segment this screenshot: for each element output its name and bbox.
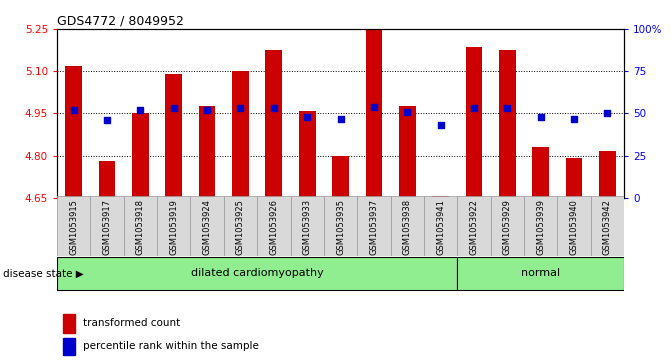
Bar [432,196,449,198]
Bar [166,74,182,198]
Point [268,106,279,111]
Text: GSM1053938: GSM1053938 [403,199,412,255]
Text: GSM1053929: GSM1053929 [503,199,512,255]
Bar [457,196,491,256]
Bar [366,30,382,198]
Bar [357,196,391,256]
Bar [324,196,357,256]
Text: GSM1053937: GSM1053937 [369,199,378,255]
Text: GSM1053922: GSM1053922 [470,199,478,255]
Bar [291,196,324,256]
Bar [558,196,590,256]
Bar [232,71,249,198]
Point [235,106,246,111]
Bar [524,196,558,256]
Bar [266,50,282,198]
Text: normal: normal [521,268,560,278]
Bar [62,338,75,355]
Point [468,106,479,111]
Point [302,114,313,120]
Text: GSM1053933: GSM1053933 [303,199,312,255]
Point [336,115,346,121]
Bar [491,196,524,256]
Point [202,107,213,113]
Point [502,106,513,111]
Bar [299,111,315,198]
Bar [532,147,549,198]
Text: GSM1053939: GSM1053939 [536,199,545,255]
Bar [191,196,224,256]
Bar [123,196,157,256]
Text: GSM1053942: GSM1053942 [603,199,612,255]
Point [602,111,613,117]
Bar [391,196,424,256]
Point [168,106,179,111]
Text: GSM1053915: GSM1053915 [69,199,79,255]
Text: GSM1053925: GSM1053925 [236,199,245,255]
Bar [157,196,191,256]
Point [102,117,113,123]
Text: GDS4772 / 8049952: GDS4772 / 8049952 [57,15,184,28]
Bar [332,156,349,198]
Point [535,114,546,120]
Text: GSM1053935: GSM1053935 [336,199,345,255]
Bar [257,196,291,256]
Text: GSM1053917: GSM1053917 [103,199,111,255]
Bar [499,50,515,198]
Text: GSM1053919: GSM1053919 [169,199,178,255]
Point [435,122,446,128]
Bar [199,106,215,198]
Bar [466,47,482,198]
Text: transformed count: transformed count [83,318,180,328]
Text: dilated cardiomyopathy: dilated cardiomyopathy [191,268,323,278]
Bar [62,314,75,333]
Text: GSM1053940: GSM1053940 [570,199,578,255]
Bar [57,257,457,290]
Text: percentile rank within the sample: percentile rank within the sample [83,341,258,351]
Bar [599,151,616,198]
Text: disease state ▶: disease state ▶ [3,269,84,279]
Bar [566,159,582,198]
Bar [91,196,123,256]
Bar [132,114,149,198]
Bar [457,257,624,290]
Text: GSM1053926: GSM1053926 [269,199,278,255]
Bar [424,196,457,256]
Point [402,109,413,115]
Bar [65,66,82,198]
Point [368,104,379,110]
Bar [590,196,624,256]
Bar [99,161,115,198]
Bar [399,106,415,198]
Point [135,107,146,113]
Text: GSM1053941: GSM1053941 [436,199,445,255]
Text: GSM1053918: GSM1053918 [136,199,145,255]
Point [568,115,579,121]
Bar [224,196,257,256]
Bar [57,196,91,256]
Point [68,107,79,113]
Text: GSM1053924: GSM1053924 [203,199,211,255]
